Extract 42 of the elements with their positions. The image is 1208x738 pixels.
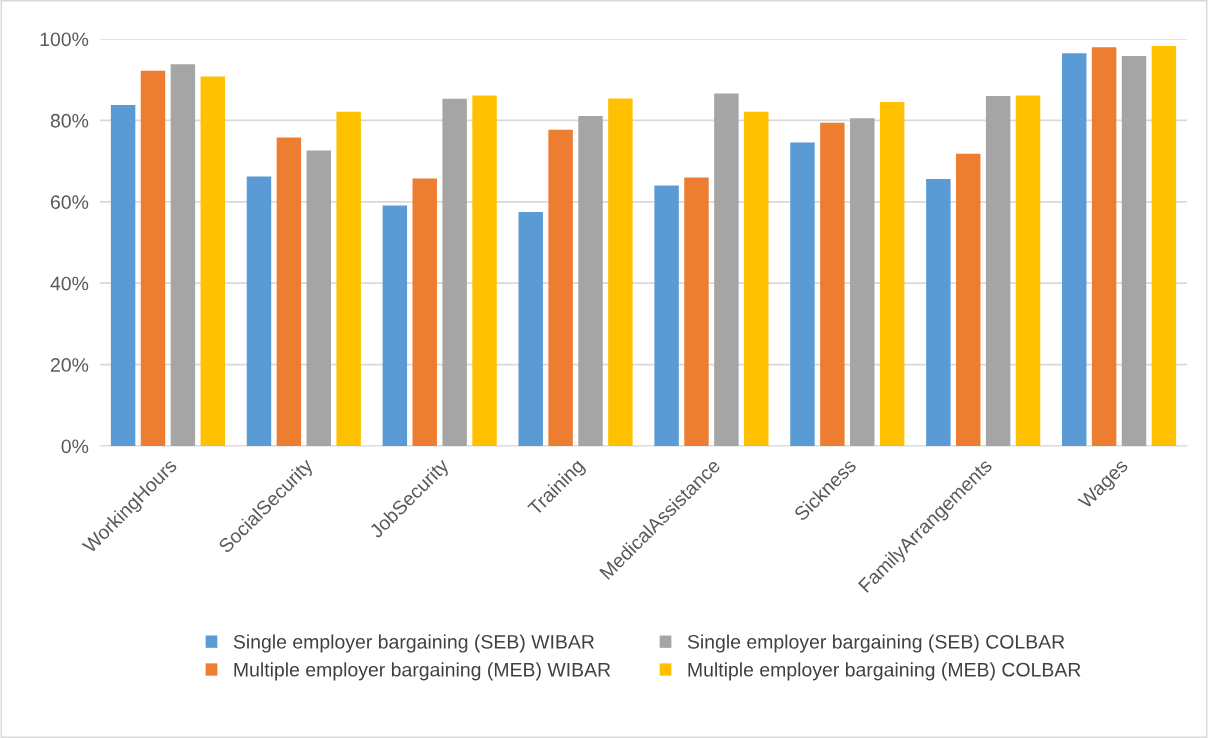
y-tick-label: 40% — [50, 276, 89, 291]
bar — [1061, 53, 1087, 446]
legend-label: Single employer bargaining (SEB) COLBAR — [687, 634, 1065, 653]
y-tick-label: 80% — [50, 113, 89, 128]
bar — [714, 93, 739, 446]
bar — [412, 178, 437, 446]
bar — [518, 211, 543, 446]
y-tick-label: 100% — [40, 32, 89, 47]
legend-label: Single employer bargaining (SEB) WIBAR — [233, 634, 595, 653]
bar — [1121, 56, 1147, 446]
bar — [790, 142, 815, 446]
bar — [926, 179, 951, 446]
bar — [985, 95, 1011, 446]
bar — [306, 150, 331, 446]
bar — [170, 64, 196, 446]
legend-label: Multiple employer bargaining (MEB) WIBAR — [234, 662, 611, 681]
bar — [1091, 47, 1117, 446]
bar — [110, 104, 136, 446]
bar — [336, 111, 361, 446]
bar — [200, 76, 225, 446]
bar — [850, 118, 875, 446]
bar — [382, 205, 408, 446]
bar — [956, 153, 981, 446]
bar — [608, 98, 633, 446]
y-tick-label: 0% — [61, 439, 89, 454]
bar — [654, 185, 679, 446]
bar — [246, 176, 272, 446]
bar — [472, 95, 497, 446]
bar — [744, 111, 769, 446]
y-tick-label: 20% — [50, 358, 89, 372]
bar — [442, 98, 467, 446]
bar — [1151, 45, 1177, 446]
bar — [820, 122, 845, 446]
legend-label: Multiple employer bargaining (MEB) COLBAR — [688, 662, 1081, 681]
bar — [140, 70, 166, 446]
bar — [548, 129, 573, 446]
bar — [1015, 95, 1041, 446]
bar — [578, 115, 603, 446]
bar — [879, 102, 905, 446]
y-tick-label: 60% — [50, 195, 89, 210]
bar — [276, 137, 302, 446]
bar — [684, 177, 709, 446]
